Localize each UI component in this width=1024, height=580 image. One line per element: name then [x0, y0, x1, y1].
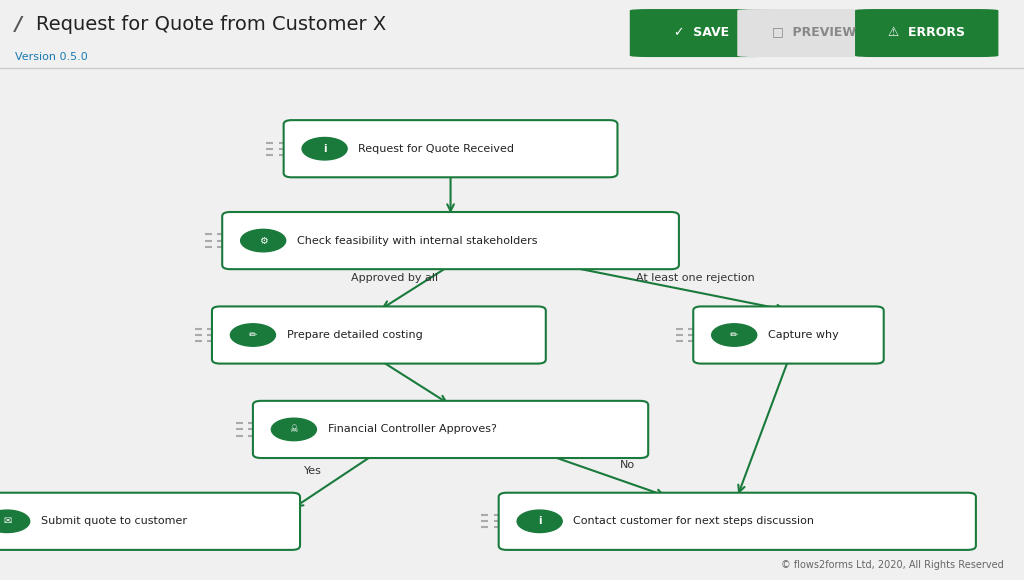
Text: ⚠  ERRORS: ⚠ ERRORS [888, 26, 966, 38]
Text: ✏: ✏ [249, 330, 257, 340]
Text: No: No [620, 461, 635, 470]
Circle shape [712, 324, 757, 346]
Circle shape [271, 418, 316, 441]
Text: Request for Quote from Customer X: Request for Quote from Customer X [36, 15, 386, 34]
Text: Capture why: Capture why [768, 330, 839, 340]
Text: ⚙: ⚙ [259, 235, 267, 245]
FancyBboxPatch shape [222, 212, 679, 269]
Text: Financial Controller Approves?: Financial Controller Approves? [328, 425, 497, 434]
Text: Prepare detailed costing: Prepare detailed costing [287, 330, 423, 340]
Text: Contact customer for next steps discussion: Contact customer for next steps discussi… [573, 516, 814, 526]
Circle shape [517, 510, 562, 532]
Text: i: i [538, 516, 542, 526]
Text: ✓  SAVE: ✓ SAVE [674, 26, 729, 38]
Text: /: / [15, 15, 23, 34]
FancyBboxPatch shape [630, 9, 773, 57]
Circle shape [241, 229, 286, 252]
FancyBboxPatch shape [253, 401, 648, 458]
FancyBboxPatch shape [212, 306, 546, 364]
Circle shape [302, 137, 347, 160]
Text: i: i [323, 144, 327, 154]
FancyBboxPatch shape [693, 306, 884, 364]
Text: Request for Quote Received: Request for Quote Received [358, 144, 514, 154]
Circle shape [0, 510, 30, 532]
FancyBboxPatch shape [284, 120, 617, 177]
Text: □  PREVIEW: □ PREVIEW [772, 26, 856, 38]
Text: At least one rejection: At least one rejection [636, 273, 755, 282]
Text: ☠: ☠ [290, 425, 298, 434]
Text: Approved by all: Approved by all [350, 273, 438, 282]
Circle shape [230, 324, 275, 346]
Text: Yes: Yes [304, 466, 322, 476]
Text: Submit quote to customer: Submit quote to customer [41, 516, 187, 526]
Text: ✏: ✏ [730, 330, 738, 340]
FancyBboxPatch shape [0, 493, 300, 550]
Text: © flows2forms Ltd, 2020, All Rights Reserved: © flows2forms Ltd, 2020, All Rights Rese… [780, 560, 1004, 570]
FancyBboxPatch shape [855, 9, 998, 57]
Text: Version 0.5.0: Version 0.5.0 [15, 52, 88, 62]
Text: Check feasibility with internal stakeholders: Check feasibility with internal stakehol… [297, 235, 538, 245]
FancyBboxPatch shape [737, 9, 891, 57]
Text: ✉: ✉ [3, 516, 11, 526]
FancyBboxPatch shape [499, 493, 976, 550]
